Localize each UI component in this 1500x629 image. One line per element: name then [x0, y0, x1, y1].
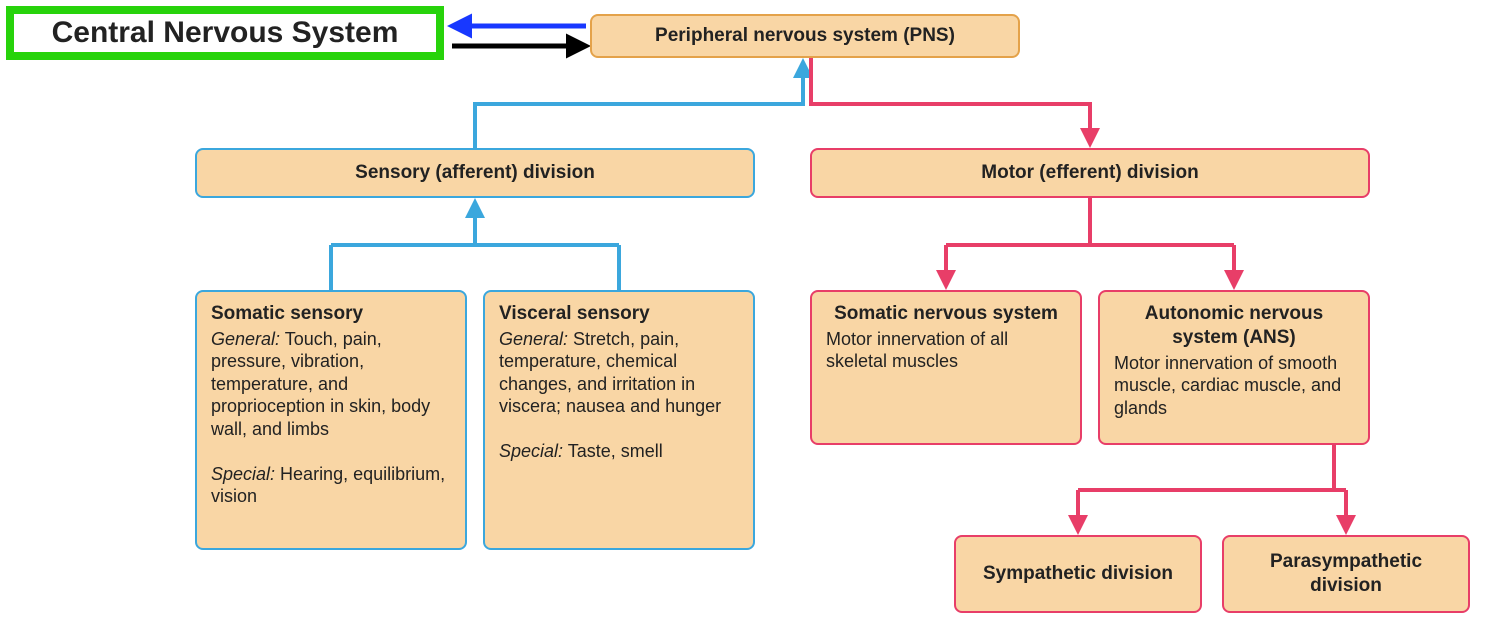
autonomic-body: Motor innervation of smooth muscle, card…: [1114, 353, 1341, 418]
visceral-sensory-title: Visceral sensory: [499, 302, 739, 326]
sympathetic-label: Sympathetic division: [983, 562, 1173, 586]
parasympathetic-label: Parasympathetic division: [1238, 550, 1454, 598]
node-motor-division: Motor (efferent) division: [810, 148, 1370, 198]
cns-label: Central Nervous System: [52, 16, 399, 50]
autonomic-title: Autonomic nervous system (ANS): [1114, 302, 1354, 350]
node-somatic-sensory: Somatic sensory General: Touch, pain, pr…: [195, 290, 467, 550]
sensory-label: Sensory (afferent) division: [355, 161, 595, 185]
pns-label: Peripheral nervous system (PNS): [655, 24, 955, 48]
node-cns: Central Nervous System: [6, 6, 444, 60]
visceral-sensory-special-text: Taste, smell: [563, 441, 663, 461]
node-sympathetic: Sympathetic division: [954, 535, 1202, 613]
somatic-motor-title: Somatic nervous system: [826, 302, 1066, 326]
somatic-sensory-general-label: General:: [211, 329, 280, 349]
visceral-sensory-general-label: General:: [499, 329, 568, 349]
node-autonomic: Autonomic nervous system (ANS) Motor inn…: [1098, 290, 1370, 445]
somatic-sensory-title: Somatic sensory: [211, 302, 451, 326]
node-parasympathetic: Parasympathetic division: [1222, 535, 1470, 613]
edge-pns-to-motor: [811, 58, 1090, 144]
node-visceral-sensory: Visceral sensory General: Stretch, pain,…: [483, 290, 755, 550]
node-somatic-motor: Somatic nervous system Motor innervation…: [810, 290, 1082, 445]
node-pns: Peripheral nervous system (PNS): [590, 14, 1020, 58]
somatic-sensory-special-label: Special:: [211, 464, 275, 484]
somatic-motor-body: Motor innervation of all skeletal muscle…: [826, 329, 1008, 372]
node-sensory-division: Sensory (afferent) division: [195, 148, 755, 198]
visceral-sensory-special-label: Special:: [499, 441, 563, 461]
motor-label: Motor (efferent) division: [981, 161, 1198, 185]
edge-sensory-to-pns: [475, 62, 803, 148]
